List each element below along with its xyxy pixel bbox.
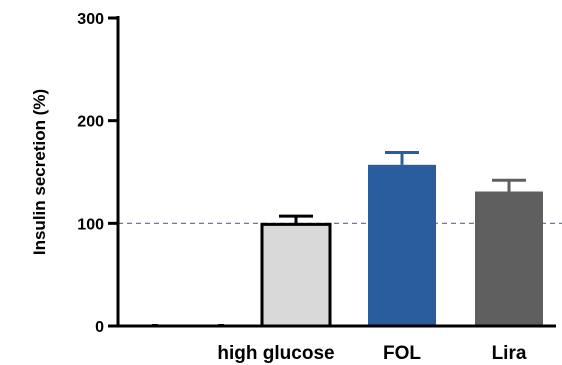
y-axis-title: Insulin secretion (%) — [30, 89, 49, 255]
x-category-label: FOL — [383, 343, 421, 364]
bar — [475, 191, 543, 326]
bar — [368, 164, 436, 326]
y-tick-label: 200 — [77, 114, 104, 131]
y-tick-label: 300 — [77, 11, 104, 28]
y-tick-label: 0 — [95, 319, 104, 336]
x-category-label: high glucose — [217, 343, 334, 364]
x-category-label: Lira — [492, 343, 527, 364]
bar — [260, 222, 332, 328]
y-tick-label: 100 — [77, 216, 104, 233]
